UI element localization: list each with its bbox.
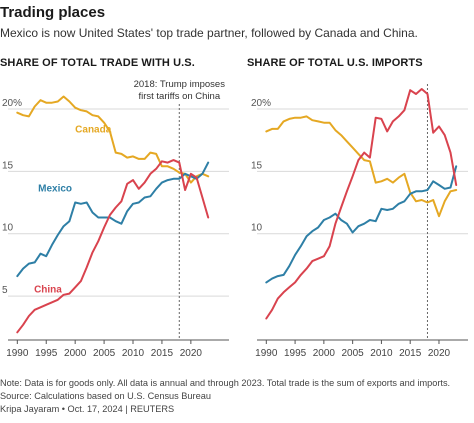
y-tick-label: 5 <box>2 285 8 296</box>
series-line-canada <box>16 95 210 184</box>
y-tick-label: 20% <box>2 98 22 109</box>
right-panel-title: SHARE OF TOTAL U.S. IMPORTS <box>247 57 423 69</box>
x-tick-label: 2000 <box>313 348 336 359</box>
x-tick-label: 1995 <box>284 348 307 359</box>
series-line-mexico <box>16 161 210 278</box>
x-tick-label: 1990 <box>255 348 278 359</box>
footnotes: Note: Data is for goods only. All data i… <box>0 377 474 416</box>
x-tick-label: 1990 <box>6 348 29 359</box>
note-text: Note: Data is for goods only. All data i… <box>0 378 451 388</box>
series-label-canada: Canada <box>75 125 112 136</box>
x-tick-label: 2015 <box>151 348 174 359</box>
series-line-china <box>265 88 458 320</box>
series-label-mexico: Mexico <box>38 183 72 194</box>
y-tick-label: 15 <box>2 160 14 171</box>
left-panel-title: SHARE OF TOTAL TRADE WITH U.S. <box>0 57 195 69</box>
y-tick-label: 10 <box>2 223 14 234</box>
y-tick-label: 10 <box>251 223 263 234</box>
x-tick-label: 2005 <box>342 348 365 359</box>
series-label-china: China <box>34 284 62 295</box>
x-tick-label: 2005 <box>93 348 116 359</box>
annotation-text: 2018: Trump imposes <box>134 79 226 90</box>
x-tick-label: 2000 <box>64 348 87 359</box>
x-tick-label: 2020 <box>428 348 451 359</box>
x-tick-label: 2010 <box>370 348 393 359</box>
right-panel: 10 15 20% 1990 1995 2000 2005 2010 2015 2020 <box>251 84 468 359</box>
left-panel: 5 10 15 20% 1990 1995 2000 2005 2010 2015 2020 2018… <box>2 79 229 359</box>
chart-subtitle: Mexico is now United States' top trade p… <box>0 26 418 40</box>
chart-title: Trading places <box>0 4 106 21</box>
source-text: Source: Calculations based on U.S. Censu… <box>0 391 211 401</box>
y-tick-label: 15 <box>251 160 263 171</box>
x-tick-label: 2015 <box>399 348 422 359</box>
credit-text: Kripa Jayaram • Oct. 17, 2024 | REUTERS <box>0 404 175 414</box>
x-tick-label: 1995 <box>35 348 58 359</box>
y-tick-label: 20% <box>251 98 271 109</box>
x-tick-label: 2020 <box>180 348 203 359</box>
series-line-mexico <box>265 165 458 284</box>
series-line-china <box>16 159 210 334</box>
annotation-text: first tariffs on China <box>138 91 220 102</box>
x-tick-label: 2010 <box>122 348 145 359</box>
